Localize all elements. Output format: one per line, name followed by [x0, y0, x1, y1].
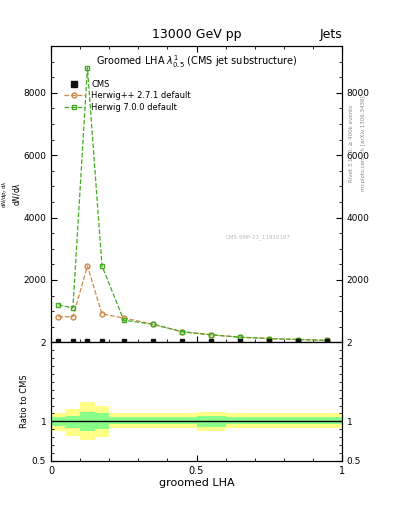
- Herwig++ 2.7.1 default: [100, 311, 105, 317]
- Herwig++ 2.7.1 default: [180, 329, 184, 335]
- CMS: [85, 338, 90, 345]
- Text: Rivet 3.1.10, ≥ 400k events: Rivet 3.1.10, ≥ 400k events: [349, 105, 354, 182]
- CMS: [209, 338, 213, 345]
- CMS: [121, 338, 126, 345]
- Line: CMS: CMS: [56, 339, 330, 344]
- Herwig 7.0.0 default: [238, 334, 242, 340]
- Herwig++ 2.7.1 default: [238, 334, 242, 340]
- Herwig 7.0.0 default: [121, 317, 126, 323]
- Text: 13000 GeV pp: 13000 GeV pp: [152, 28, 241, 41]
- CMS: [180, 338, 184, 345]
- CMS: [100, 338, 105, 345]
- CMS: [267, 338, 272, 345]
- CMS: [296, 338, 301, 345]
- Text: Groomed LHA $\lambda^1_{0.5}$ (CMS jet substructure): Groomed LHA $\lambda^1_{0.5}$ (CMS jet s…: [96, 53, 297, 70]
- CMS: [71, 338, 75, 345]
- Herwig 7.0.0 default: [85, 65, 90, 71]
- Herwig 7.0.0 default: [296, 336, 301, 343]
- Y-axis label: $\frac{1}{\mathrm{d}N/\mathrm{d}p_T\,\mathrm{d}\lambda}$
$\mathrm{d}N/\mathrm{d}: $\frac{1}{\mathrm{d}N/\mathrm{d}p_T\,\ma…: [0, 180, 22, 208]
- Herwig 7.0.0 default: [151, 321, 155, 327]
- Herwig++ 2.7.1 default: [56, 314, 61, 320]
- Herwig++ 2.7.1 default: [325, 337, 330, 344]
- Line: Herwig 7.0.0 default: Herwig 7.0.0 default: [56, 66, 330, 343]
- Herwig++ 2.7.1 default: [85, 263, 90, 269]
- Herwig++ 2.7.1 default: [121, 315, 126, 321]
- Y-axis label: Ratio to CMS: Ratio to CMS: [20, 375, 29, 429]
- Text: Jets: Jets: [319, 28, 342, 41]
- Herwig 7.0.0 default: [71, 305, 75, 311]
- X-axis label: groomed LHA: groomed LHA: [159, 478, 234, 488]
- Herwig++ 2.7.1 default: [296, 336, 301, 343]
- Herwig 7.0.0 default: [267, 335, 272, 342]
- Herwig 7.0.0 default: [209, 332, 213, 338]
- Text: CMS-SMP-21_11920187: CMS-SMP-21_11920187: [226, 234, 290, 240]
- Herwig++ 2.7.1 default: [71, 314, 75, 320]
- Herwig 7.0.0 default: [56, 302, 61, 308]
- CMS: [56, 338, 61, 345]
- Herwig 7.0.0 default: [180, 329, 184, 335]
- Legend: CMS, Herwig++ 2.7.1 default, Herwig 7.0.0 default: CMS, Herwig++ 2.7.1 default, Herwig 7.0.…: [64, 80, 191, 112]
- CMS: [325, 338, 330, 345]
- Herwig++ 2.7.1 default: [209, 332, 213, 338]
- Herwig++ 2.7.1 default: [267, 335, 272, 342]
- CMS: [238, 338, 242, 345]
- CMS: [151, 338, 155, 345]
- Herwig++ 2.7.1 default: [151, 321, 155, 327]
- Text: mcplots.cern.ch [arXiv:1306.3436]: mcplots.cern.ch [arXiv:1306.3436]: [361, 96, 366, 191]
- Line: Herwig++ 2.7.1 default: Herwig++ 2.7.1 default: [56, 264, 330, 343]
- Herwig 7.0.0 default: [100, 263, 105, 269]
- Herwig 7.0.0 default: [325, 337, 330, 344]
